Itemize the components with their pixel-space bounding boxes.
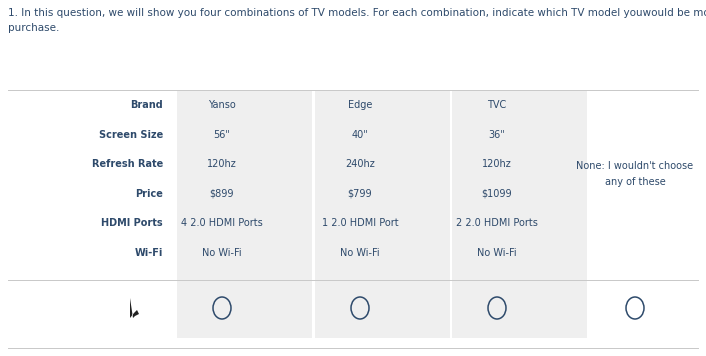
Text: $799: $799	[347, 189, 372, 199]
Text: No Wi-Fi: No Wi-Fi	[202, 248, 242, 258]
Text: 2 2.0 HDMI Ports: 2 2.0 HDMI Ports	[456, 219, 538, 229]
Text: None: I wouldn't choose
any of these: None: I wouldn't choose any of these	[576, 161, 693, 187]
Text: 120hz: 120hz	[207, 159, 237, 169]
Text: Refresh Rate: Refresh Rate	[92, 159, 163, 169]
Text: 36": 36"	[489, 130, 505, 140]
Text: 120hz: 120hz	[482, 159, 512, 169]
Text: 1. In this question, we will show you four combinations of TV models. For each c: 1. In this question, we will show you fo…	[8, 8, 706, 33]
Text: No Wi-Fi: No Wi-Fi	[477, 248, 517, 258]
Text: 40": 40"	[352, 130, 369, 140]
Text: Screen Size: Screen Size	[99, 130, 163, 140]
Text: 1 2.0 HDMI Port: 1 2.0 HDMI Port	[322, 219, 398, 229]
Text: No Wi-Fi: No Wi-Fi	[340, 248, 380, 258]
Text: Yanso: Yanso	[208, 100, 236, 110]
Text: Wi-Fi: Wi-Fi	[135, 248, 163, 258]
Text: TVC: TVC	[487, 100, 507, 110]
Bar	[452, 90, 587, 338]
Text: 240hz: 240hz	[345, 159, 375, 169]
Text: 56": 56"	[213, 130, 230, 140]
Text: $1099: $1099	[481, 189, 513, 199]
Bar	[315, 90, 450, 338]
Text: 4 2.0 HDMI Ports: 4 2.0 HDMI Ports	[181, 219, 263, 229]
Text: Edge: Edge	[348, 100, 372, 110]
Text: $899: $899	[210, 189, 234, 199]
Text: Brand: Brand	[130, 100, 163, 110]
Polygon shape	[130, 298, 139, 318]
Text: Price: Price	[135, 189, 163, 199]
Text: HDMI Ports: HDMI Ports	[102, 219, 163, 229]
Bar	[177, 90, 312, 338]
